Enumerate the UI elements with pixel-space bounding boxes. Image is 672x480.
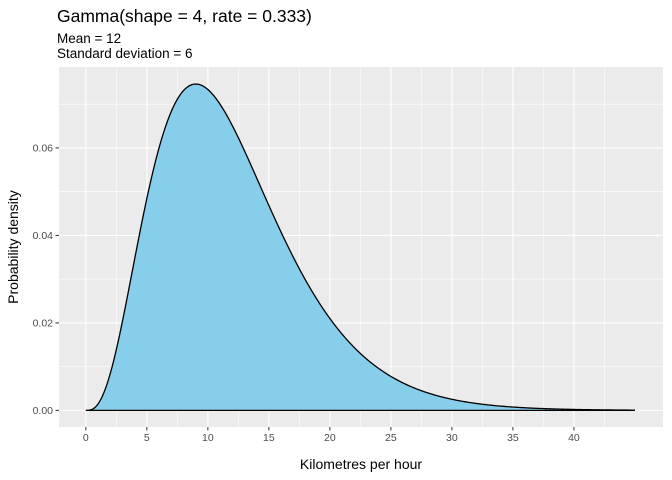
x-tick-label-10: 10 xyxy=(202,432,214,444)
y-tick-label-0.04: 0.04 xyxy=(33,230,54,242)
y-tick-label-0.00: 0.00 xyxy=(33,405,54,417)
y-tick-label-0.02: 0.02 xyxy=(33,318,54,330)
chart-title: Gamma(shape = 4, rate = 0.333) xyxy=(57,6,312,26)
x-axis: 0 5 10 15 20 25 30 35 40 xyxy=(83,427,580,444)
density-area xyxy=(85,84,635,411)
chart-subtitle-mean: Mean = 12 xyxy=(57,31,121,46)
x-tick-label-15: 15 xyxy=(263,432,275,444)
chart-subtitle-sd: Standard deviation = 6 xyxy=(57,46,192,61)
x-tick-label-25: 25 xyxy=(385,432,397,444)
x-tick-label-30: 30 xyxy=(446,432,458,444)
x-tick-label-5: 5 xyxy=(144,432,150,444)
x-tick-label-20: 20 xyxy=(324,432,336,444)
density-curve xyxy=(85,83,635,412)
x-axis-label: Kilometres per hour xyxy=(300,456,423,472)
x-tick-label-0: 0 xyxy=(83,432,89,444)
y-tick-label-0.06: 0.06 xyxy=(33,143,54,155)
y-axis: 0.00 0.02 0.04 0.06 xyxy=(33,143,59,417)
y-axis-label: Probability density xyxy=(5,190,21,304)
x-tick-label-40: 40 xyxy=(568,432,580,444)
x-tick-label-35: 35 xyxy=(507,432,519,444)
